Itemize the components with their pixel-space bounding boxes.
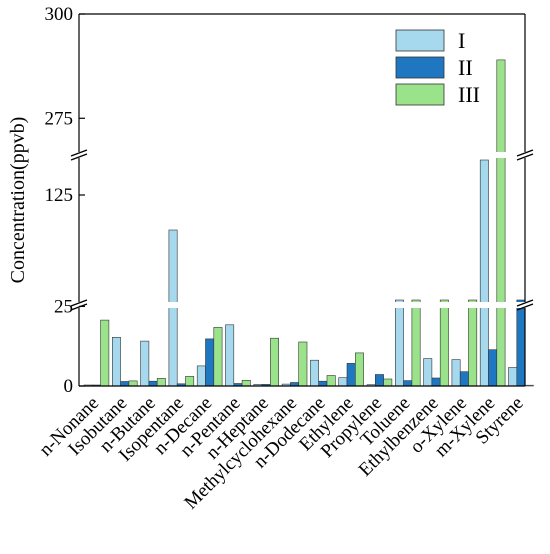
legend-label-III: III: [458, 82, 480, 107]
axis-break-mark: [70, 153, 88, 161]
bar-I-Ethylene: [338, 377, 348, 387]
bars-layer: [83, 59, 534, 387]
bar-II-Ethylene: [346, 363, 356, 387]
bar-III-n-Nonane: [100, 319, 110, 387]
bar-III-Ethylbenzene: [439, 299, 449, 387]
bar-III-n-Pentane: [241, 379, 251, 387]
bar-II-n-Butane: [148, 380, 158, 387]
bar-II-m-Xylene: [488, 349, 498, 387]
bar-III-Propylene: [383, 378, 393, 387]
axis-break-cover: [518, 152, 532, 158]
bar-I-Styrene: [508, 367, 518, 387]
x-category-labels: n-NonaneIsobutanen-ButaneIsopentanen-Dec…: [35, 393, 527, 514]
bar-III-Isopentane: [185, 376, 195, 387]
y-tick-label: 275: [45, 108, 74, 129]
y-ticks: 0 25 125 275 300: [45, 4, 85, 397]
axis-break-mark: [516, 149, 534, 157]
axis-break-cover: [72, 302, 86, 308]
bar-III-o-Xylene: [468, 299, 478, 387]
bar-II-Ethylbenzene: [431, 377, 441, 387]
bar-II-n-Decane: [205, 338, 215, 387]
bar-II-Propylene: [374, 374, 384, 387]
bar-I-n-Dodecane: [310, 359, 319, 387]
axis-break-gap: [81, 302, 523, 308]
plot-frame: [70, 13, 534, 387]
bar-I-n-Decane: [196, 365, 206, 387]
y-axis-title: Concentration(ppvb): [7, 117, 29, 284]
legend-label-II: II: [458, 55, 473, 80]
y-tick-label: 125: [45, 185, 74, 206]
bar-I-Toluene: [394, 299, 404, 387]
bar-I-n-Butane: [140, 340, 150, 387]
bar-II-o-Xylene: [459, 371, 469, 387]
bar-III-n-Butane: [156, 378, 166, 387]
bar-III-n-Heptane: [270, 337, 279, 387]
axis-break-mark: [516, 299, 534, 307]
bar-I-Ethylbenzene: [423, 358, 433, 387]
axis-break-gap: [81, 152, 523, 158]
bar-III-Isobutane: [128, 380, 138, 387]
axis-break-mark: [70, 299, 88, 307]
axis-break-cover: [518, 302, 532, 308]
legend-swatch-II: [395, 56, 445, 79]
bar-I-n-Pentane: [225, 324, 235, 387]
axis-break-mark: [516, 153, 534, 161]
bar-II-n-Dodecane: [318, 380, 328, 387]
bar-III-Ethylene: [354, 352, 364, 387]
y-tick-label: 0: [64, 376, 74, 397]
legend-swatch-III: [395, 83, 445, 106]
bar-III-Toluene: [411, 299, 421, 387]
bar-III-n-Decane: [213, 327, 223, 387]
bar-I-o-Xylene: [451, 359, 461, 387]
legend-label-I: I: [458, 28, 465, 53]
legend-swatch-I: [395, 29, 445, 52]
bar-II-Isobutane: [120, 381, 130, 387]
bar-III-n-Dodecane: [326, 375, 336, 387]
axis-break-mark: [516, 303, 534, 311]
bar-I-m-Xylene: [479, 159, 489, 387]
y-tick-label: 300: [45, 4, 74, 25]
axis-break-cover: [72, 152, 86, 158]
bar-III-Methylcyclohexane: [298, 341, 308, 387]
bar-III-m-Xylene: [496, 59, 506, 387]
bar-I-Isobutane: [112, 336, 121, 387]
bar-II-Toluene: [403, 380, 413, 387]
y-tick-label: 25: [54, 296, 73, 317]
bar-II-Styrene: [516, 299, 526, 387]
axis-break-mark: [70, 303, 88, 311]
axis-break-mark: [70, 149, 88, 157]
bar-III-Styrene: [524, 384, 534, 387]
